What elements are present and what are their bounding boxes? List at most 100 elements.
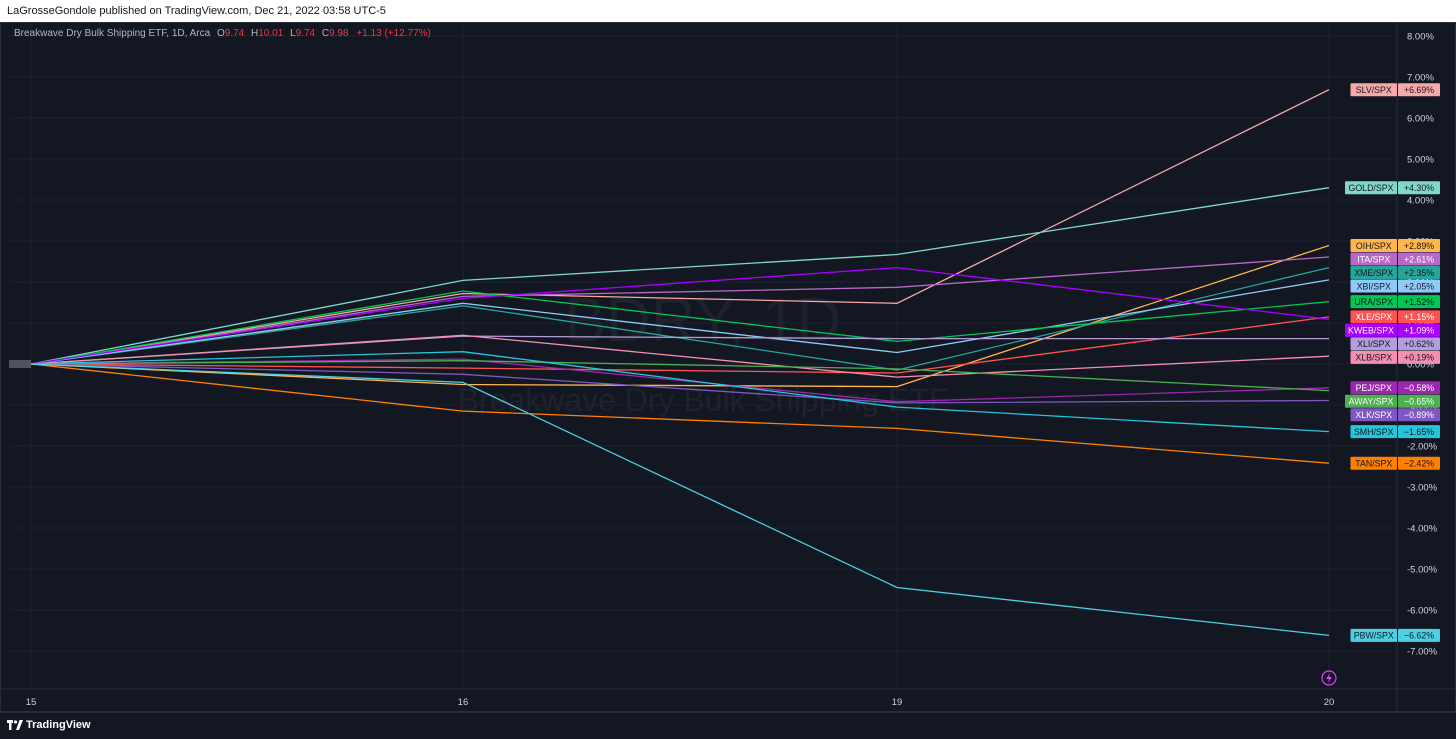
series-name-label: XME/SPX (1354, 268, 1393, 278)
y-tick-label: -2.00% (1407, 442, 1438, 453)
x-tick-label: 15 (26, 697, 37, 708)
series-value-label: −1.65% (1404, 427, 1434, 437)
y-tick-label: -5.00% (1407, 565, 1438, 576)
series-name-tag-xlk-spx (1350, 408, 1397, 422)
series-value-tag-oih-spx (1398, 239, 1440, 253)
series-line-ura-spx[interactable] (30, 290, 1330, 365)
series-line-tan-spx[interactable] (30, 363, 1330, 464)
chart-area[interactable]: 8.00%7.00%6.00%5.00%4.00%3.00%2.00%1.00%… (0, 22, 1456, 712)
series-name-tag-slv-spx (1350, 83, 1397, 97)
series-name-tag-smh-spx (1350, 425, 1397, 439)
series-name-label: KWEB/SPX (1348, 326, 1394, 336)
series-value-label: +2.35% (1404, 268, 1434, 278)
series-value-label: +0.19% (1404, 353, 1434, 363)
series-value-label: −2.42% (1404, 459, 1434, 469)
y-tick-label: -7.00% (1407, 647, 1438, 658)
change-value: +1.13 (+12.77%) (356, 28, 431, 39)
series-line-xle-spx[interactable] (30, 316, 1330, 374)
y-tick-label: 0.00% (1407, 360, 1434, 371)
series-name-label: XBI/SPX (1357, 281, 1391, 291)
series-name-label: AWAY/SPX (1349, 397, 1394, 407)
series-name-label: ITA/SPX (1357, 254, 1390, 264)
series-line-away-spx[interactable] (30, 360, 1330, 392)
series-name-label: XLK/SPX (1355, 410, 1392, 420)
series-value-label: +4.30% (1404, 183, 1434, 193)
series-name-tag-xlb-spx (1350, 350, 1397, 364)
series-line-xlk-spx[interactable] (30, 363, 1330, 404)
series-name-tag-xme-spx (1350, 266, 1397, 280)
series-value-label: +6.69% (1404, 85, 1434, 95)
publisher-bar: LaGrosseGondole published on TradingView… (0, 0, 1456, 22)
series-line-ita-spx[interactable] (30, 256, 1330, 365)
series-value-label: +2.05% (1404, 281, 1434, 291)
series-line-gold-spx[interactable] (30, 187, 1330, 365)
y-tick-label: 8.00% (1407, 32, 1434, 43)
series-name-tag-xle-spx (1350, 310, 1397, 324)
series-value-tag-away-spx (1398, 394, 1440, 408)
series-value-tag-slv-spx (1398, 83, 1440, 97)
series-line-pbw-spx[interactable] (30, 363, 1330, 637)
series-value-tag-pej-spx (1398, 381, 1440, 395)
series-line-smh-spx[interactable] (30, 351, 1330, 433)
x-tick-label: 16 (458, 697, 469, 708)
series-value-label: −6.62% (1404, 631, 1434, 641)
series-value-tag-smh-spx (1398, 425, 1440, 439)
series-line-xbi-spx[interactable] (30, 279, 1330, 365)
series-line-xlb-spx[interactable] (30, 334, 1330, 378)
symbol-description: Breakwave Dry Bulk Shipping ETF, 1D, Arc… (14, 28, 211, 39)
footer-bar: TradingView (0, 712, 1456, 739)
series-name-tag-xli-spx (1350, 337, 1397, 351)
series-name-label: SLV/SPX (1356, 85, 1392, 95)
series-value-tag-ita-spx (1398, 252, 1440, 266)
series-value-tag-xlb-spx (1398, 350, 1440, 364)
series-name-tag-oih-spx (1350, 239, 1397, 253)
series-value-label: −0.89% (1404, 410, 1434, 420)
series-name-tag-away-spx (1345, 394, 1397, 408)
watermark-name: Breakwave Dry Bulk Shipping ETF (458, 382, 949, 418)
high-value: 10.01 (258, 28, 284, 39)
x-tick-label: 20 (1324, 697, 1335, 708)
open-value: 9.74 (224, 28, 245, 39)
series-name-label: GOLD/SPX (1349, 183, 1394, 193)
series-line-slv-spx[interactable] (30, 89, 1330, 365)
series-value-tag-pbw-spx (1398, 628, 1440, 642)
low-value: 9.74 (295, 28, 316, 39)
series-name-label: XLB/SPX (1355, 353, 1392, 363)
series-name-tag-kweb-spx (1345, 323, 1397, 337)
origin-marker (9, 360, 31, 368)
series-value-tag-kweb-spx (1398, 323, 1440, 337)
series-line-pej-spx[interactable] (30, 358, 1330, 403)
series-name-label: SMH/SPX (1354, 427, 1394, 437)
series-value-label: +2.61% (1404, 254, 1434, 264)
series-value-label: +0.62% (1404, 339, 1434, 349)
y-tick-label: 4.00% (1407, 196, 1434, 207)
series-value-tag-ura-spx (1398, 295, 1440, 309)
high-label: H (251, 28, 259, 39)
lightning-icon[interactable] (1321, 670, 1337, 686)
series-name-label: URA/SPX (1354, 297, 1393, 307)
low-label: L (290, 28, 296, 39)
chart-svg[interactable]: 8.00%7.00%6.00%5.00%4.00%3.00%2.00%1.00%… (1, 23, 1456, 712)
series-name-label: XLI/SPX (1357, 339, 1390, 349)
series-value-label: −0.65% (1404, 397, 1434, 407)
y-tick-label: -4.00% (1407, 524, 1438, 535)
series-name-label: PEJ/SPX (1356, 383, 1392, 393)
series-value-label: +1.09% (1404, 326, 1434, 336)
close-value: 9.98 (329, 28, 349, 39)
series-name-label: PBW/SPX (1354, 631, 1394, 641)
series-name-tag-tan-spx (1350, 456, 1397, 470)
series-value-label: −0.58% (1404, 383, 1434, 393)
series-name-tag-ura-spx (1350, 295, 1397, 309)
series-value-tag-gold-spx (1398, 181, 1440, 195)
series-name-tag-xbi-spx (1350, 279, 1397, 293)
open-label: O (216, 28, 225, 39)
close-label: C (321, 28, 330, 39)
y-tick-label: 6.00% (1407, 114, 1434, 125)
series-value-label: +1.15% (1404, 312, 1434, 322)
tradingview-brand: TradingView (26, 719, 91, 731)
series-value-tag-xlk-spx (1398, 408, 1440, 422)
series-name-label: TAN/SPX (1355, 459, 1392, 469)
series-value-label: +2.89% (1404, 241, 1434, 251)
symbol-legend: Breakwave Dry Bulk Shipping ETF, 1D, Arc… (14, 28, 431, 39)
series-line-kweb-spx[interactable] (30, 266, 1330, 365)
